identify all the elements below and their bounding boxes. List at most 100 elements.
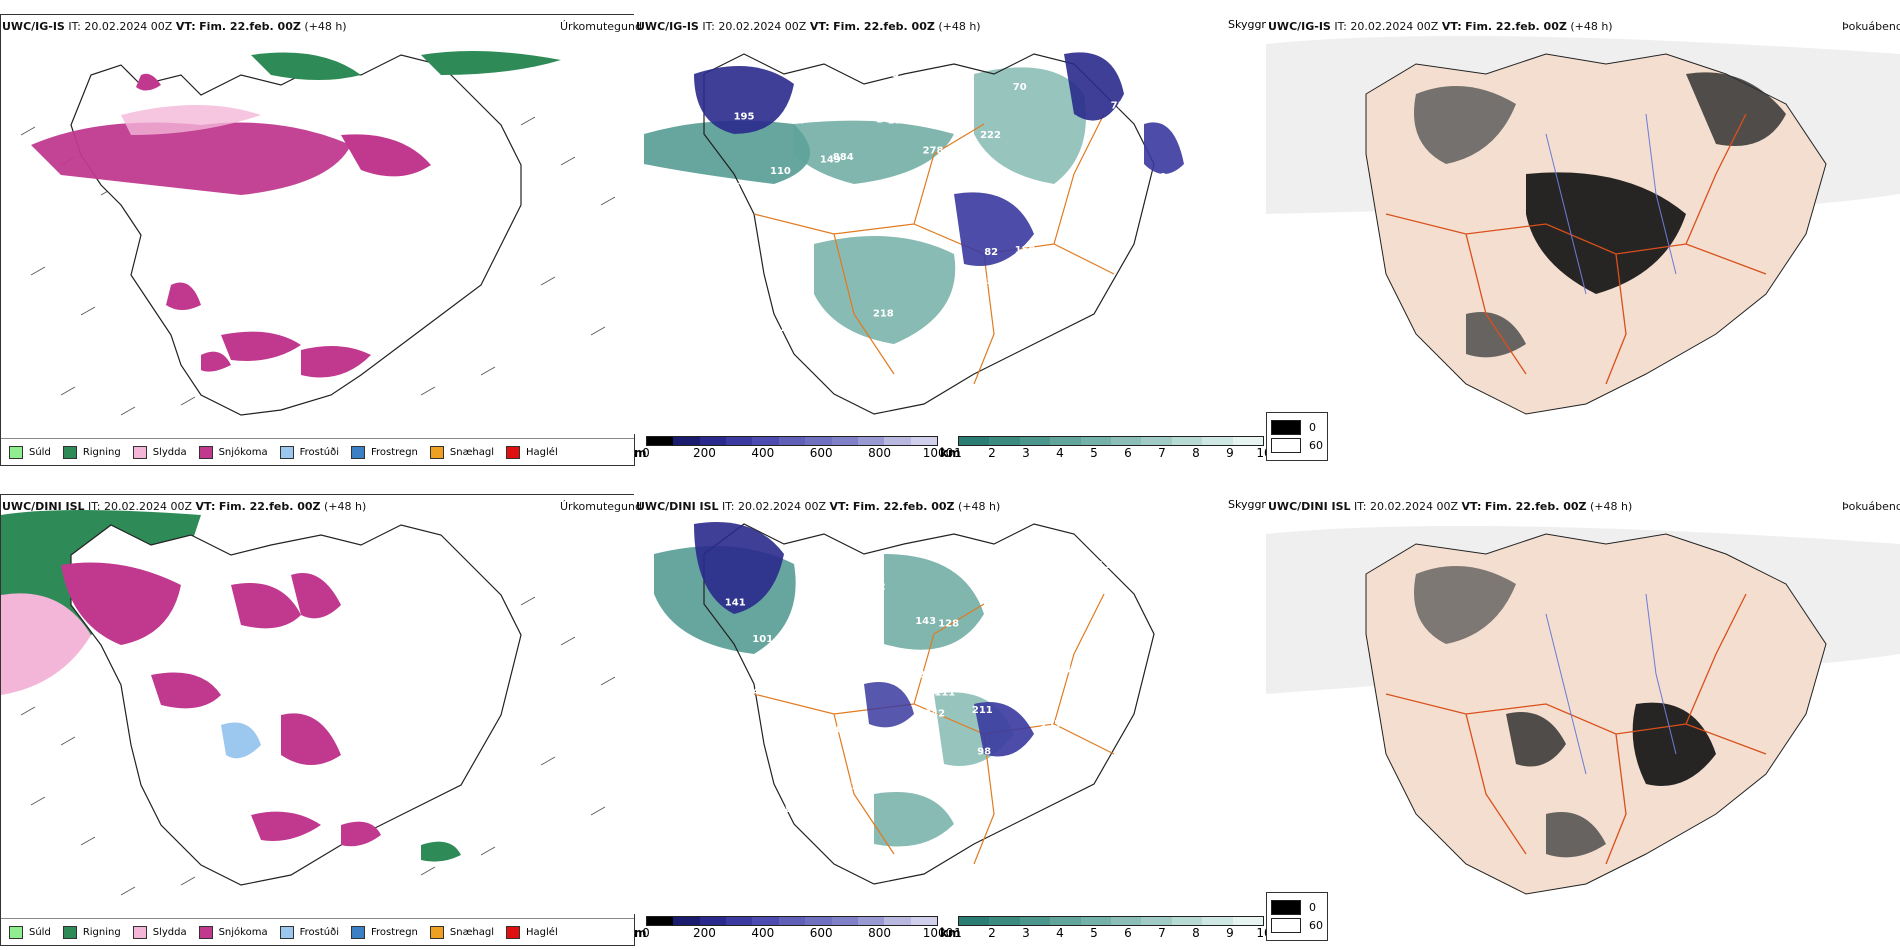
map-value-label: 150	[1097, 315, 1118, 326]
precip-legend-bottom: Súld Rigning Slydda Snjókoma Frostúði Frostre…	[1, 918, 634, 945]
legend-label: Snjókoma	[218, 926, 268, 938]
it-label: IT:	[722, 500, 735, 513]
colorbar-cell	[831, 917, 858, 925]
colorbar-km-bottom: 1 2 3 4 5 6 7 8 9 10	[954, 916, 1272, 940]
fog-title: Þokuábendi	[1842, 500, 1900, 513]
colorbar-cell	[778, 917, 806, 925]
vt-value: Fim. 22.feb. 00Z	[1465, 20, 1567, 33]
colorbar-cell	[989, 437, 1020, 445]
vt-value: Fim. 22.feb. 00Z	[1484, 500, 1587, 513]
map-value-label: 201	[1020, 249, 1041, 260]
road-network	[753, 113, 1115, 385]
map-value-label: 159	[1015, 245, 1036, 256]
legend-swatch	[429, 925, 444, 939]
legend-label: Rigning	[82, 926, 121, 938]
legend-item: Snjókoma	[198, 925, 268, 939]
map-value-label: 101	[752, 634, 773, 645]
colorbar-tick: 5	[1090, 446, 1098, 460]
colorbar-cell	[959, 437, 990, 445]
colorbar-cell	[857, 437, 885, 445]
legend-item: Frostúði	[279, 925, 339, 939]
colorbar-km-bar	[958, 916, 1264, 926]
colorbar-cell	[699, 437, 727, 445]
colorbar-tick: 8	[1192, 926, 1200, 940]
map-value-label: 60	[709, 676, 723, 687]
map-value-label: 188	[731, 766, 752, 777]
colorbar-tick: 9	[1226, 926, 1234, 940]
colorbar-cell	[647, 917, 674, 925]
colorbar-cell	[1141, 437, 1172, 445]
map-value-label: 132	[904, 670, 925, 681]
colorbar-tick: 1000	[922, 926, 954, 940]
map-value-label: 72	[872, 581, 886, 592]
iceland-outline	[703, 53, 1155, 415]
colorbar-tick: 7	[1158, 926, 1166, 940]
colorbar-cell	[778, 437, 806, 445]
legend-item: Snæhagl	[429, 445, 495, 459]
colorbar-tick: 1	[954, 446, 962, 460]
legend-swatch	[279, 445, 294, 459]
fog-map-top	[1266, 14, 1900, 434]
legend-item: Rigning	[62, 925, 121, 939]
ceiling-map-top: 12 96 71 299 222 366 147 278 991 884 299 205 159 134 2…	[634, 14, 1264, 434]
colorbar-cell	[1232, 437, 1264, 445]
map-value-label: 114	[1153, 750, 1174, 761]
map-value-label: 75	[795, 285, 809, 296]
colorbar-tick: 400	[751, 926, 775, 940]
colorbar-tick: 8	[1192, 446, 1200, 460]
map-value-label: 96	[727, 182, 741, 193]
map-value-label: 147	[876, 114, 897, 125]
vt-value: Fim. 22.feb. 00Z	[199, 20, 301, 33]
legend-label: Súld	[29, 446, 51, 458]
vis-swatch	[1271, 438, 1301, 453]
map-value-label: 87	[793, 116, 807, 127]
vt-label: VT:	[175, 20, 196, 33]
lead-time: (+48 h)	[324, 500, 367, 513]
legend-swatch	[132, 445, 147, 459]
vis-legend-row: 60	[1271, 438, 1323, 453]
iceland-outline	[703, 523, 1155, 885]
fog-panel-top	[1266, 14, 1900, 464]
map-value-label: 593	[878, 69, 899, 80]
vt-label: VT:	[809, 20, 830, 33]
model-name: UWC/DINI ISL	[1268, 500, 1351, 513]
map-value-label: 366	[749, 355, 770, 366]
colorbar-m-bottom: 0 200 400 600 800 1000	[642, 916, 953, 940]
vis-label: 0	[1309, 421, 1316, 434]
vis-legend-top: 0 60	[1266, 412, 1328, 461]
colorbar-km-top: 1 2 3 4 5 6 7 8 9 10	[954, 436, 1272, 460]
it-value: 20.02.2024 00Z	[738, 500, 827, 513]
fog-title-top: Þokuábendi	[1842, 20, 1900, 33]
model-name: UWC/DINI ISL	[636, 500, 719, 513]
it-value: 20.02.2024 00Z	[1350, 20, 1439, 33]
legend-item: Súld	[9, 445, 51, 459]
lead-time: (+48 h)	[1590, 500, 1633, 513]
legend-item: Frostregn	[351, 925, 418, 939]
precip-map-top	[1, 15, 634, 435]
legend-label: Snæhagl	[449, 446, 495, 458]
precip-type-panel-bottom: Súld Rigning Slydda Snjókoma Frostúði Frostre…	[0, 494, 635, 946]
legend-swatch	[132, 925, 147, 939]
colorbar-cell	[1080, 917, 1112, 925]
map-value-label: 131	[1057, 665, 1078, 676]
vis-label: 0	[1309, 901, 1316, 914]
ceiling-panel-top: 12 96 71 299 222 366 147 278 991 884 299 205 159 134 2…	[634, 14, 1264, 464]
header-bottom-left: UWC/DINI ISL IT: 20.02.2024 00Z VT: Fim.…	[2, 500, 366, 513]
map-value-label: 120	[1112, 701, 1133, 712]
colorbar-tick: 2	[988, 446, 996, 460]
rivers	[1545, 593, 1677, 775]
map-value-label: 884	[833, 152, 854, 163]
legend-item: Rigning	[62, 445, 121, 459]
map-value-label: 155	[1040, 719, 1061, 730]
lead-time: (+48 h)	[304, 20, 347, 33]
it-label: IT:	[1354, 500, 1367, 513]
map-value-label: 82	[984, 247, 998, 258]
colorbar-tick: 600	[809, 926, 833, 940]
it-label: IT:	[68, 20, 81, 33]
legend-swatch	[9, 445, 23, 459]
model-name: UWC/IG-IS	[2, 20, 65, 33]
colorbar-tick: 200	[692, 446, 716, 460]
colorbar-cell	[726, 437, 753, 445]
colorbar-tick: 800	[868, 926, 892, 940]
legend-swatch	[429, 445, 444, 459]
